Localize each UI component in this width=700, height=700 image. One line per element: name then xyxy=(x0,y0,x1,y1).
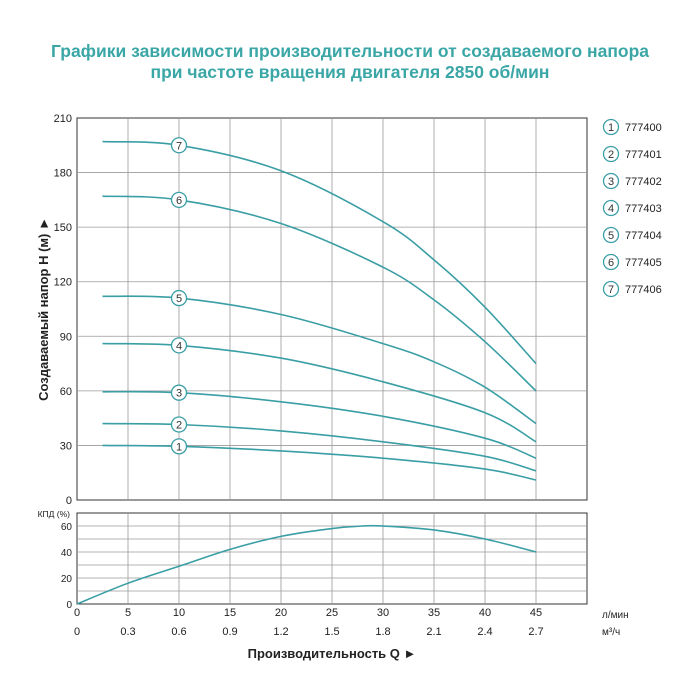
efficiency-curve-group xyxy=(76,524,537,605)
curve-marker-circle xyxy=(170,289,188,307)
x-tick-label-m3h: 1.8 xyxy=(375,626,390,638)
x-tick-label-m3h: 0.3 xyxy=(120,626,135,638)
efficiency-y-axis-label: КПД (%) xyxy=(38,509,71,519)
x-tick-label-lmin: 5 xyxy=(125,607,131,619)
x-tick-label-lmin: 45 xyxy=(530,607,542,619)
x-axis-label: Производительность Q ► xyxy=(248,646,417,661)
x-tick-label-m3h: 0.6 xyxy=(171,626,186,638)
x-tick-label-m3h: 2.4 xyxy=(477,626,492,638)
legend-entry-label: 777404 xyxy=(625,230,662,242)
legend-marker-circle xyxy=(602,199,620,217)
curve-marker-circle xyxy=(170,438,188,455)
legend-marker-number: 3 xyxy=(608,176,614,188)
head-y-tick-label: 0 xyxy=(66,495,72,507)
legend-marker-number: 5 xyxy=(608,230,614,242)
x-tick-label-m3h: 0.9 xyxy=(222,626,237,638)
legend-entry-label: 777401 xyxy=(625,149,662,161)
x-tick-label-lmin: 15 xyxy=(224,607,236,619)
legend-marker-circle xyxy=(602,226,620,244)
x-tick-label-lmin: 40 xyxy=(479,607,491,619)
curve-marker-circle xyxy=(170,337,188,354)
head-y-tick-label: 210 xyxy=(54,113,72,125)
head-y-tick-label: 60 xyxy=(60,386,72,398)
legend-entry-label: 777405 xyxy=(625,257,662,269)
legend-marker-number: 2 xyxy=(608,149,614,161)
x-tick-label-lmin: 30 xyxy=(377,607,389,619)
curve-marker-number: 4 xyxy=(176,340,182,352)
axis-labels: Создаваемый напор H (м) ►КПД (%)0 5 10 15 20… xyxy=(36,217,629,661)
x-tick-label-m3h: 1.2 xyxy=(273,626,288,638)
legend: 1 777400 2 777401 3 777402 4 777403 5 777404 6 7774… xyxy=(602,118,662,298)
efficiency-grid: 0 20 40 60 xyxy=(61,512,588,611)
legend-entry-label: 777403 xyxy=(625,203,662,215)
curve-marker-circle xyxy=(170,137,188,154)
chart-title-line-1: Графики зависимости производительности о… xyxy=(51,41,649,61)
x-tick-label-lmin: 0 xyxy=(74,607,80,619)
curve-marker-number: 2 xyxy=(176,420,182,432)
x-unit-lmin: л/мин xyxy=(602,610,629,621)
curve-marker-number: 3 xyxy=(176,388,182,400)
head-curve-777401 xyxy=(102,422,537,472)
efficiency-y-tick-label: 20 xyxy=(61,574,73,585)
curve-marker-number: 1 xyxy=(176,441,182,453)
x-tick-label-m3h: 0 xyxy=(74,626,80,638)
head-y-axis-label: Создаваемый напор H (м) ► xyxy=(36,217,51,401)
legend-marker-number: 4 xyxy=(608,203,614,215)
legend-entry-label: 777400 xyxy=(625,122,662,134)
curve-marker-circle xyxy=(170,384,188,401)
legend-marker-circle xyxy=(602,172,620,190)
head-curve-777404 xyxy=(102,295,537,425)
head-y-tick-label: 30 xyxy=(60,440,72,452)
legend-marker-circle xyxy=(602,253,620,271)
x-tick-label-m3h: 2.7 xyxy=(528,626,543,638)
head-y-tick-label: 90 xyxy=(60,331,72,343)
x-tick-label-lmin: 20 xyxy=(275,607,287,619)
curve-marker-circle xyxy=(170,191,188,209)
head-grid: 0 30 60 90 120 150 180 210 xyxy=(54,113,588,507)
efficiency-curve xyxy=(76,524,537,605)
legend-marker-circle xyxy=(602,145,620,163)
head-curve-777400 xyxy=(102,444,537,481)
curve-marker-circle xyxy=(170,416,188,433)
x-tick-label-m3h: 1.5 xyxy=(324,626,339,638)
curve-marker-number: 7 xyxy=(176,140,182,152)
efficiency-y-tick-label: 40 xyxy=(61,548,73,559)
x-tick-label-lmin: 10 xyxy=(173,607,185,619)
x-tick-label-m3h: 2.1 xyxy=(426,626,441,638)
legend-entry-label: 777402 xyxy=(625,176,662,188)
x-tick-label-lmin: 25 xyxy=(326,607,338,619)
legend-marker-circle xyxy=(602,280,620,298)
efficiency-y-tick-label: 0 xyxy=(66,600,72,611)
legend-marker-number: 6 xyxy=(608,257,614,269)
head-y-tick-label: 150 xyxy=(54,222,72,234)
legend-marker-number: 7 xyxy=(608,284,614,296)
curve-marker-number: 6 xyxy=(176,195,182,207)
head-curves: 1 2 3 4 5 6 7 xyxy=(102,137,537,481)
legend-marker-circle xyxy=(602,118,620,136)
efficiency-y-tick-label: 60 xyxy=(61,522,73,533)
x-tick-label-lmin: 35 xyxy=(428,607,440,619)
x-unit-m3h: м³/ч xyxy=(602,627,620,638)
legend-entry-label: 777406 xyxy=(625,284,662,296)
head-y-tick-label: 180 xyxy=(54,168,72,180)
legend-marker-number: 1 xyxy=(608,122,614,134)
chart-title-line-2: при частоте вращения двигателя 2850 об/м… xyxy=(150,62,550,82)
curve-marker-number: 5 xyxy=(176,293,182,305)
head-y-tick-label: 120 xyxy=(54,277,72,289)
